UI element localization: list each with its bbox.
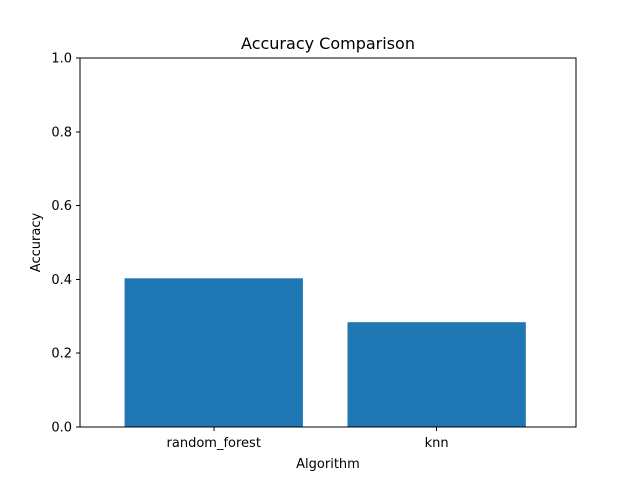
x-tick-label: knn: [425, 436, 449, 451]
chart-title: Accuracy Comparison: [241, 34, 415, 53]
bar-knn: [347, 322, 526, 427]
y-tick-label: 0.0: [51, 421, 72, 436]
y-axis-ticks: 0.0 0.2 0.4 0.6 0.8 1.0: [51, 52, 80, 436]
y-tick-label: 0.2: [51, 347, 72, 362]
y-tick-label: 1.0: [51, 52, 72, 67]
plot-frame: [79, 57, 577, 428]
x-axis-ticks: random_forest knn: [167, 427, 449, 451]
y-tick-label: 0.6: [51, 199, 72, 214]
bar-random-forest: [124, 278, 303, 427]
x-tick-label: random_forest: [167, 436, 261, 451]
y-tick-label: 0.8: [51, 125, 72, 140]
x-axis-label: Algorithm: [296, 457, 360, 472]
y-tick-label: 0.4: [51, 273, 72, 288]
bars-group: [124, 278, 526, 427]
y-axis-label: Accuracy: [29, 213, 44, 273]
